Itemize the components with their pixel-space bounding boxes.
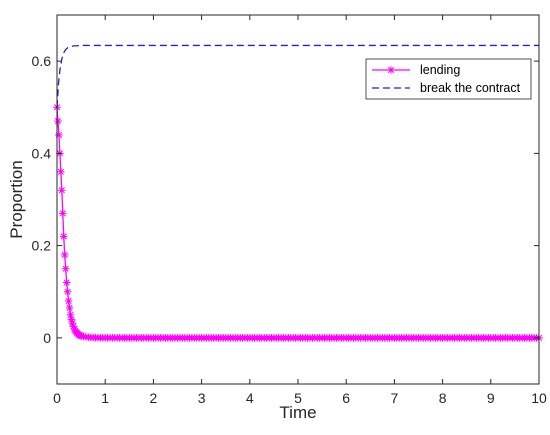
- x-tick-label: 0: [53, 390, 61, 406]
- y-tick-label: 0.2: [32, 238, 52, 254]
- legend-box: [365, 58, 532, 100]
- x-tick-label: 4: [246, 390, 254, 406]
- x-tick-label: 9: [487, 390, 495, 406]
- x-tick-label: 2: [150, 390, 158, 406]
- series-point-lending: [54, 117, 62, 125]
- ticks-layer: 0 1 2 3 4 5 6 7 8 9 10 0 0.2 0.4 0.6: [32, 15, 547, 406]
- series-point-lending: [58, 209, 67, 218]
- legend-marker-lending: [387, 66, 395, 74]
- x-tick-label: 3: [198, 390, 206, 406]
- series-point-lending: [65, 304, 74, 312]
- series-line-break-the-contract: [56, 44, 539, 108]
- x-axis-label: Time: [279, 403, 316, 422]
- series-point-lending: [60, 251, 69, 259]
- series-layer: [53, 44, 543, 342]
- series-point-lending: [66, 311, 75, 319]
- x-tick-label: 10: [531, 390, 547, 406]
- legend: lending break the contract: [365, 58, 532, 100]
- series-point-lending: [64, 297, 73, 305]
- x-tick-label: 7: [391, 390, 399, 406]
- x-tick-label: 1: [101, 390, 109, 406]
- y-axis-label: Proportion: [7, 160, 26, 238]
- x-tick-label: 6: [342, 390, 350, 406]
- series-point-lending: [58, 186, 66, 195]
- plot-frame: [56, 14, 540, 385]
- series-point-lending: [55, 131, 63, 139]
- series-point-lending: [62, 278, 71, 287]
- legend-label-lending: lending: [420, 63, 460, 77]
- series-point-lending: [61, 264, 70, 273]
- series-point-lending: [63, 287, 72, 296]
- legend-label-break-the-contract: break the contract: [420, 81, 521, 95]
- series-point-lending: [59, 232, 68, 241]
- y-tick-label: 0.6: [32, 53, 52, 69]
- y-tick-label: 0.4: [32, 145, 52, 161]
- x-tick-label: 8: [439, 390, 447, 406]
- x-tick-label: 5: [294, 390, 302, 406]
- series-point-lending: [57, 168, 65, 176]
- y-tick-label: 0: [43, 330, 51, 346]
- legend-asterisk: [387, 66, 395, 74]
